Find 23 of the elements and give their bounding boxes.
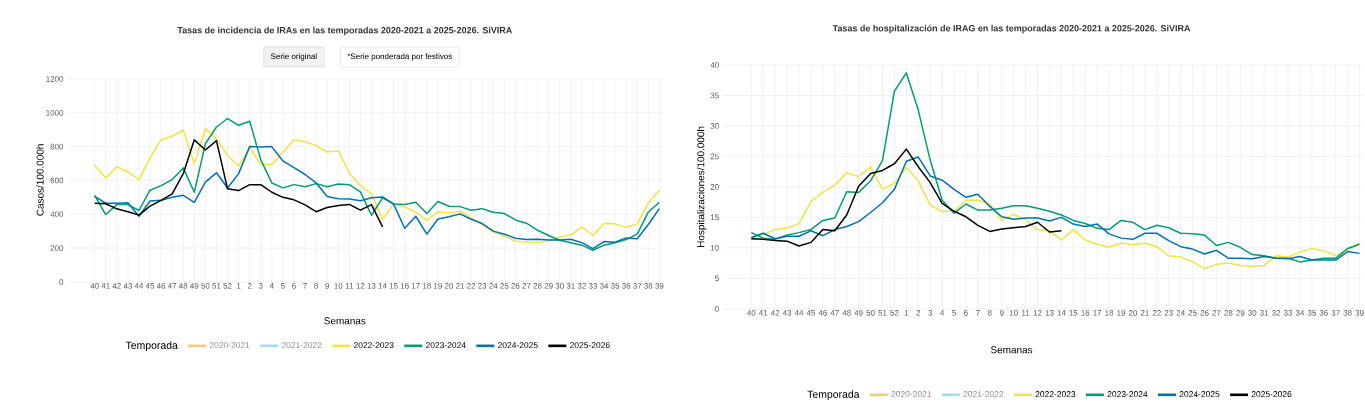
- legend-label: 2024-2025: [498, 342, 538, 349]
- x-axis-title: Semanas: [324, 317, 366, 325]
- legend-label: 2023-2024: [425, 342, 466, 349]
- legend-label: 2022-2023: [353, 342, 394, 349]
- y-axis-title: Casos/100.000h: [36, 144, 44, 216]
- chart-title: Tasas de hospitalización de IRAG en las temporadas 2020-2021 a 2025-2026. SiVIRA: [832, 24, 1191, 34]
- line-series: [750, 72, 1361, 263]
- chart-title: Tasas de incidencia de IRAs en las temporadas 2020-2021 a 2025-2026. SiVIRA: [177, 26, 513, 36]
- legend-label: 2020-2021: [209, 342, 250, 349]
- legend-title: Temporada: [807, 390, 860, 401]
- line-series: [93, 139, 384, 228]
- legend-label: 2025-2026: [570, 342, 610, 349]
- y-axis-title: Hospitalizaciones/100.000h: [697, 126, 707, 248]
- legend-label: 2025-2026: [1251, 391, 1292, 398]
- legend-title: Temporada: [125, 341, 178, 352]
- x-axis-title: Semanas: [990, 346, 1033, 354]
- legend-label: 2022-2023: [1035, 391, 1076, 398]
- legend-label: 2020-2021: [891, 391, 932, 398]
- legend-label: 2021-2022: [963, 391, 1004, 398]
- legend-label: 2021-2022: [281, 342, 322, 349]
- line-series: [93, 145, 661, 250]
- legend-label: 2024-2025: [1179, 391, 1220, 398]
- legend-label: 2023-2024: [1107, 391, 1148, 398]
